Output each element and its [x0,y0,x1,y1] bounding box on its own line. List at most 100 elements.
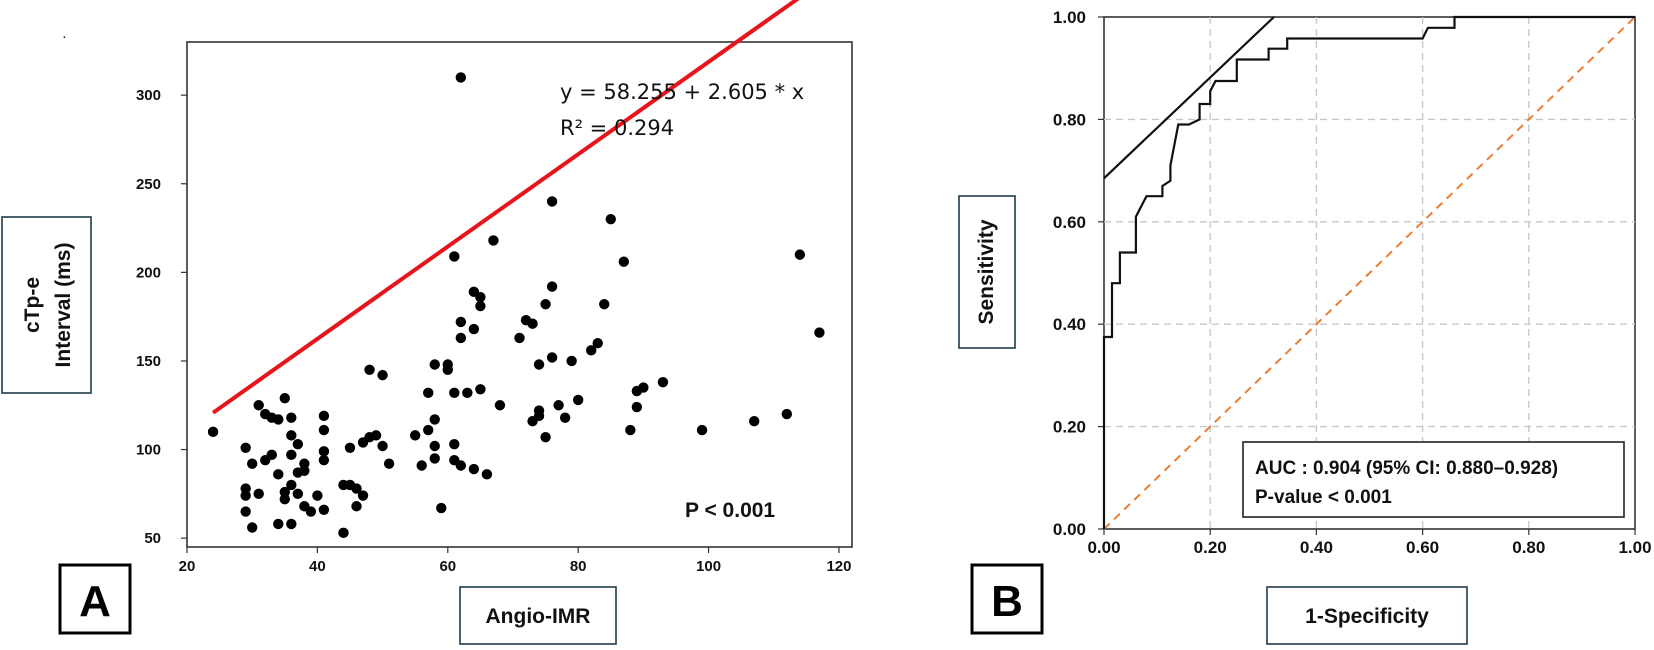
panel-b-roc: 0.00 0.20 0.40 0.60 0.80 1.00 0.00 0.20 0.40 0.6… [958,8,1652,645]
y-tick-label: 0.00 [1053,520,1086,539]
data-point [781,408,793,420]
panel-a-points [207,72,825,539]
data-point [286,449,297,461]
data-point [318,424,330,436]
data-point [240,506,251,517]
data-point [553,400,564,411]
data-point [566,355,577,367]
data-point [364,364,375,376]
panel-a-plot-frame [186,41,853,548]
data-point [533,359,545,370]
data-point [586,345,597,356]
x-tick-label: 100 [696,558,721,575]
data-point [546,281,558,292]
data-point [299,465,310,477]
y-tick-label: 1.00 [1053,8,1086,27]
data-point [455,460,467,471]
data-point [253,488,264,500]
data-point [305,506,317,517]
data-point [240,442,251,453]
data-point [475,300,486,312]
y-tick-label: 0.80 [1053,110,1086,129]
data-point [514,332,525,344]
data-point [749,415,760,427]
x-tick-label: 1.00 [1618,538,1651,557]
regression-line [211,0,800,415]
panel-b-y-ticks: 0.00 0.20 0.40 0.60 0.80 1.00 [1053,8,1104,539]
panel-letter-a: A [79,577,111,626]
x-tick-label: 40 [309,558,326,575]
y-tick-label: 0.40 [1053,315,1086,334]
data-point [592,338,603,349]
data-point [455,72,467,83]
data-point [286,479,297,491]
data-point [318,504,330,515]
data-point [429,440,440,452]
x-axis-label-b: 1-Specificity [1305,605,1429,628]
page-mark: . [63,30,66,41]
data-point [599,299,610,310]
data-point [351,483,362,494]
x-tick-label: 20 [179,558,196,575]
panel-a-y-ticks: 50 100 150 200 250 300 [136,87,187,547]
data-point [357,490,369,501]
auc-annotation-box [1242,441,1625,518]
data-point [416,460,427,471]
data-point [455,332,467,344]
data-point [468,463,480,475]
tangent-line [1103,16,1275,180]
data-point [455,316,467,328]
p-value-label-a: P < 0.001 [685,499,775,522]
panel-letter-b: B [991,577,1023,626]
regression-equation: y = 58.255 + 2.605 * x [560,80,804,104]
y-axis-label-line1: cTp-e [21,277,44,333]
data-point [436,502,447,514]
data-point [494,400,506,411]
data-point [546,352,558,363]
data-point [462,387,473,399]
data-point [273,518,284,530]
data-point [207,426,219,438]
data-point [351,501,362,512]
x-tick-label: 0.20 [1194,538,1227,557]
x-axis-label-box-a [459,586,617,645]
data-point [657,377,669,388]
y-axis-label-box-b [958,195,1016,349]
x-tick-label: 0.00 [1087,538,1120,557]
data-point [246,458,258,469]
data-point [638,382,649,393]
data-point [449,387,460,399]
x-tick-label: 120 [826,558,851,575]
x-axis-label-a: Angio-IMR [486,605,591,628]
x-tick-label: 0.60 [1406,538,1439,557]
data-point [559,412,571,423]
data-point [429,359,440,370]
data-point [449,439,460,450]
data-point [429,453,440,464]
data-point [377,440,388,452]
data-point [481,469,493,480]
data-point [286,518,297,530]
x-tick-label: 80 [570,558,587,575]
x-axis-label-box-b [1266,586,1468,645]
data-point [540,431,551,443]
y-tick-label: 0.60 [1053,213,1086,232]
y-tick-label: 200 [136,264,161,281]
data-point [292,439,304,450]
data-point [696,424,708,436]
data-point [253,400,264,411]
data-point [273,469,284,480]
data-point [423,424,434,436]
data-point [383,458,395,469]
auc-label: AUC : 0.904 (95% CI: 0.880–0.928) [1255,458,1558,479]
p-value-label-b: P-value < 0.001 [1255,487,1392,508]
data-point [429,414,440,425]
data-point [370,430,382,441]
data-point [625,424,636,436]
data-point [409,430,421,441]
data-point [286,430,297,441]
data-point [377,369,388,381]
data-point [488,235,499,246]
x-tick-label: 0.80 [1512,538,1545,557]
